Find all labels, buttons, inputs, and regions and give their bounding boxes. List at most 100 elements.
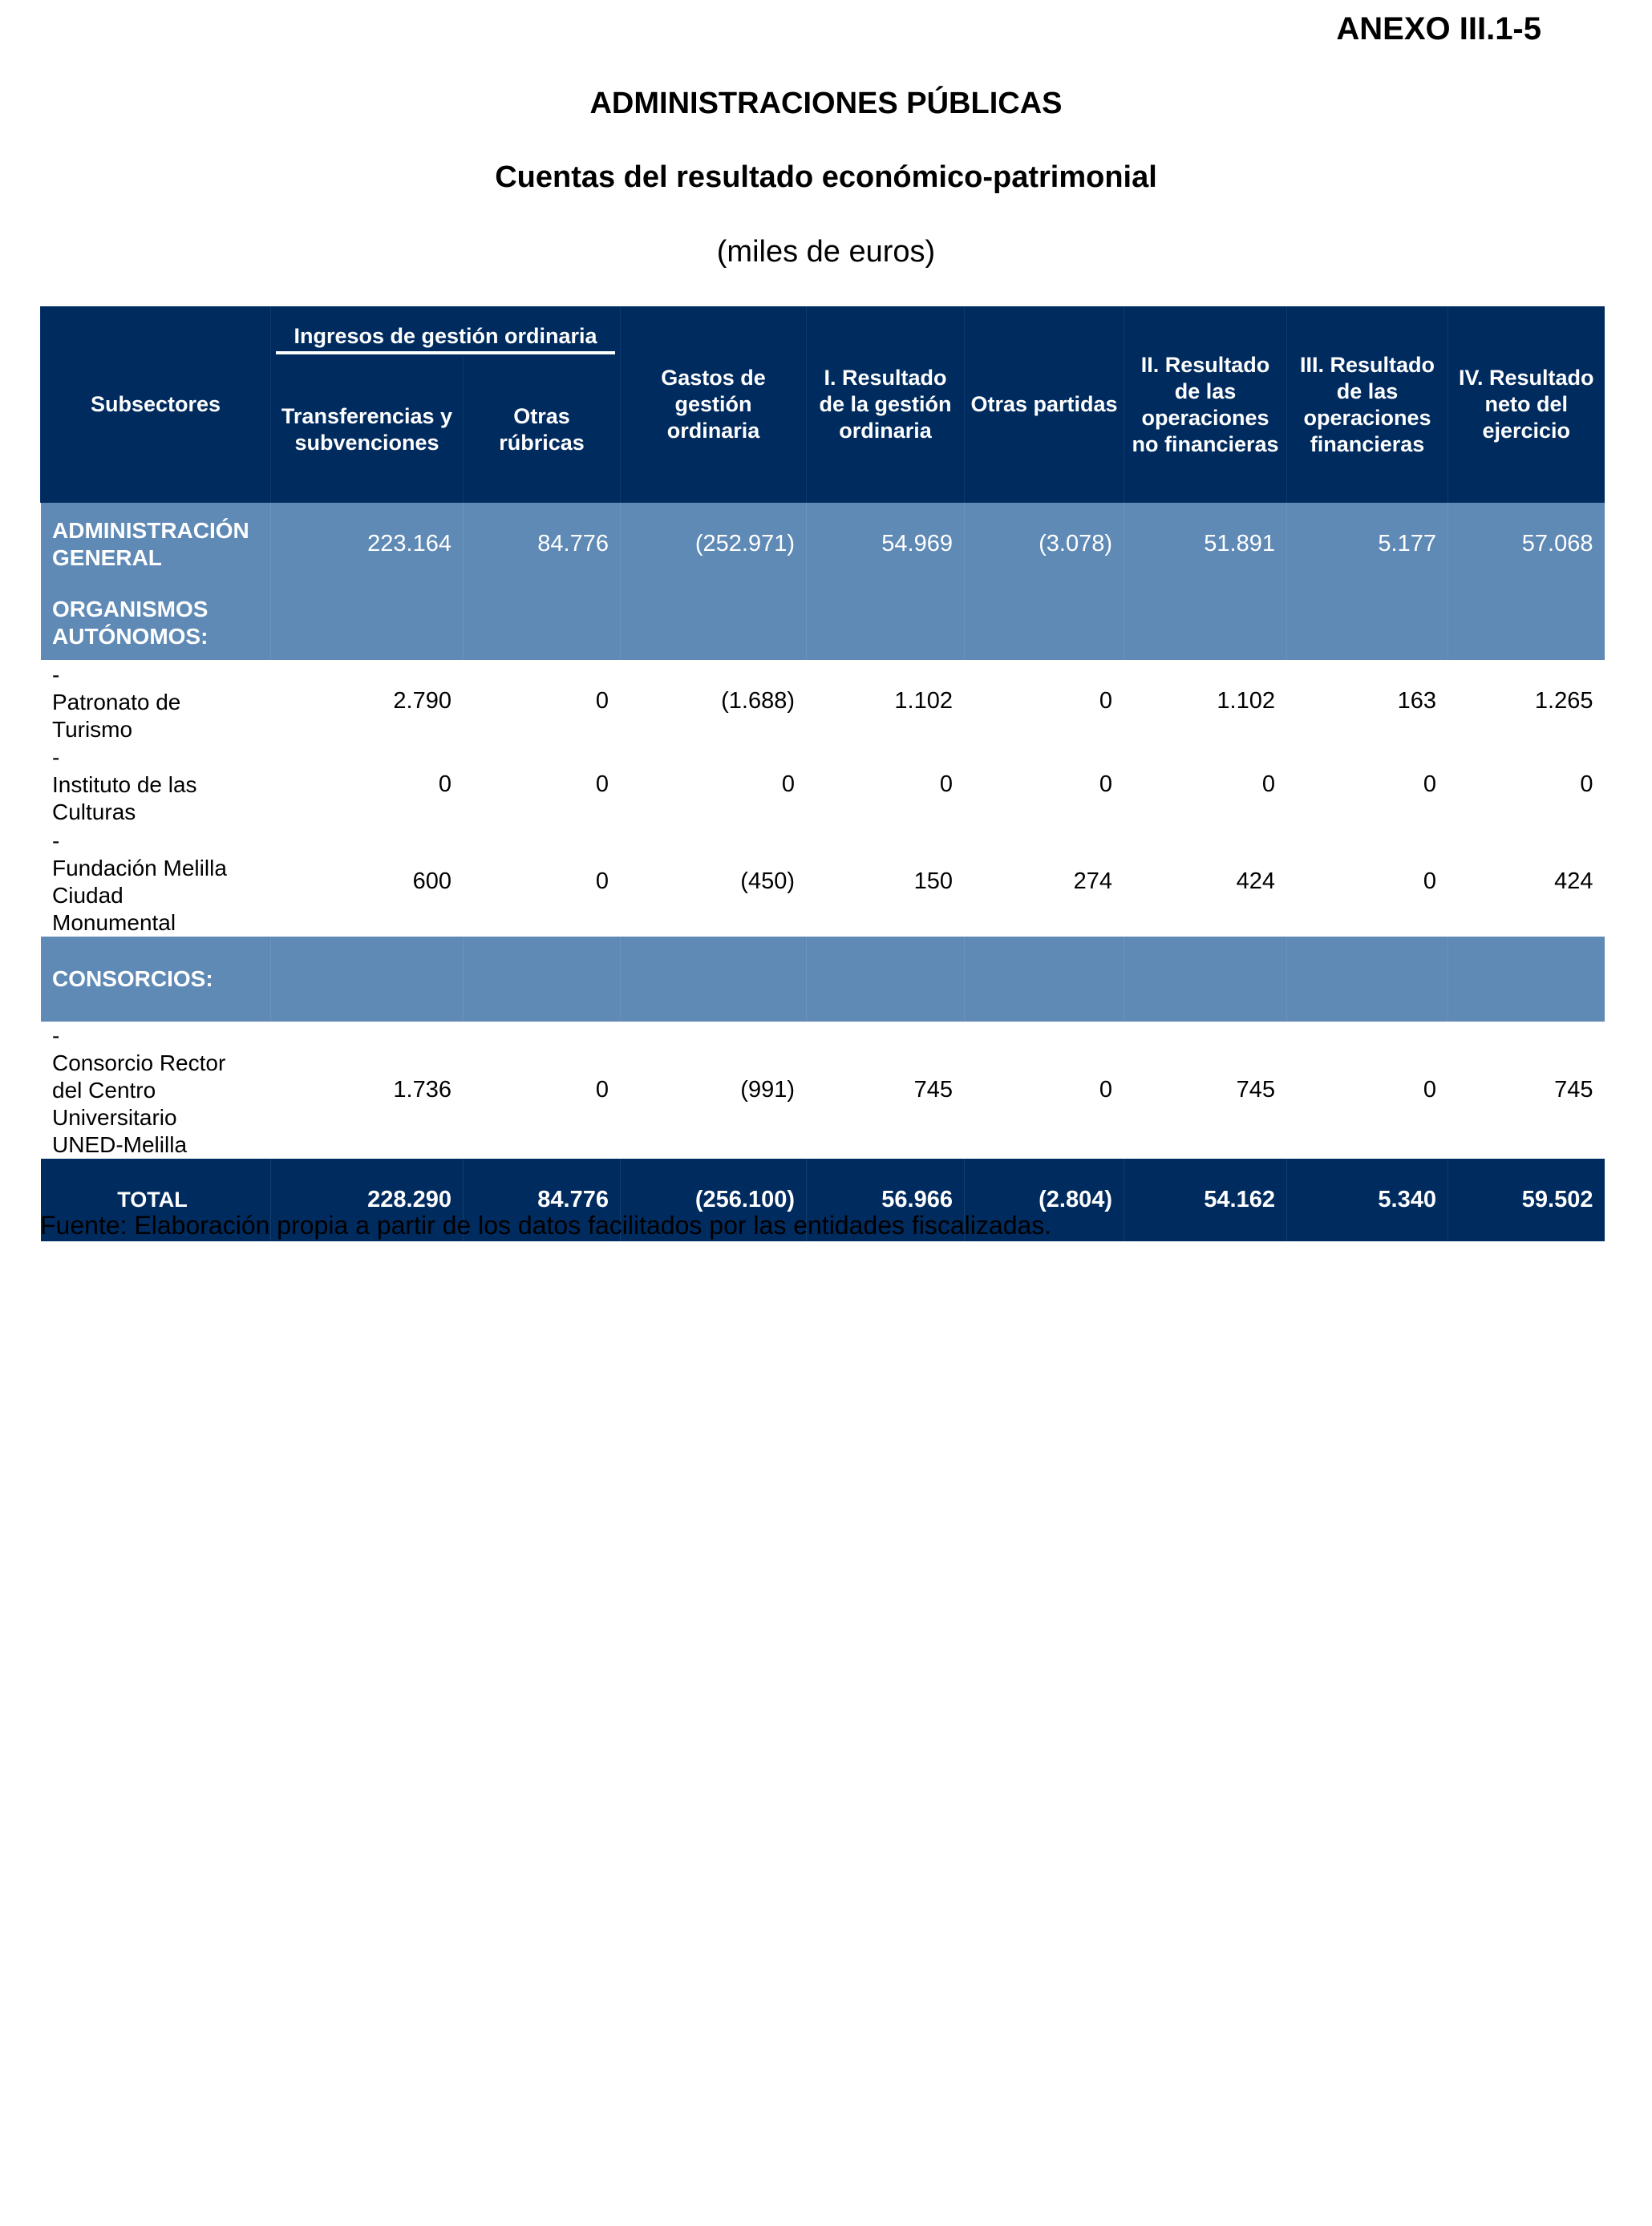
section-row: ORGANISMOS AUTÓNOMOS: — [40, 585, 1605, 660]
table-cell — [463, 585, 621, 660]
table-row: -Instituto de las Culturas 0 0 0 0 0 0 0 0 — [40, 743, 1605, 827]
page-subtitle: Cuentas del resultado económico-patrimon… — [495, 160, 1157, 194]
table-row: -Fundación Melilla Ciudad Monumental 600 0… — [40, 826, 1605, 937]
header-gastos: Gastos de gestión ordinaria — [620, 306, 807, 503]
table-cell — [270, 936, 464, 1022]
results-table: Subsectores Ingresos de gestión ordinari… — [40, 306, 1605, 1242]
row-label: ORGANISMOS AUTÓNOMOS: — [40, 585, 271, 660]
table-cell — [1286, 585, 1448, 660]
table-cell — [806, 936, 965, 1022]
table-cell: 1.265 — [1448, 660, 1605, 743]
table-cell: 424 — [1124, 826, 1287, 937]
table-cell — [270, 585, 464, 660]
table-cell: 2.790 — [270, 660, 464, 743]
total-label: TOTAL — [40, 1159, 271, 1242]
row-dash: - — [52, 745, 60, 771]
table-cell — [806, 585, 965, 660]
table-cell — [1124, 936, 1287, 1022]
row-label-text: Fundación Melilla Ciudad Monumental — [52, 855, 227, 935]
table-cell: 1.102 — [1124, 660, 1287, 743]
table-cell: 745 — [1448, 1021, 1605, 1160]
table-cell: 745 — [1124, 1021, 1287, 1160]
row-label: -Consorcio Rector del Centro Universitar… — [40, 1021, 271, 1160]
table-cell: 51.891 — [1124, 503, 1287, 585]
table-cell: 163 — [1286, 660, 1448, 743]
total-cell: 54.162 — [1124, 1159, 1287, 1242]
row-label-text: Instituto de las Culturas — [52, 772, 197, 825]
table-cell: 5.177 — [1286, 503, 1448, 585]
header-subsectores: Subsectores — [40, 306, 271, 503]
table-cell — [620, 936, 807, 1022]
table-cell: 150 — [806, 826, 965, 937]
table-cell: 0 — [463, 660, 621, 743]
table-cell: 0 — [463, 743, 621, 827]
table-cell: 0 — [806, 743, 965, 827]
table-cell: 54.969 — [806, 503, 965, 585]
table-cell: 57.068 — [1448, 503, 1605, 585]
table-cell: (3.078) — [964, 503, 1124, 585]
total-row: TOTAL 228.290 84.776 (256.100) 56.966 (2.804)… — [40, 1159, 1605, 1242]
table-cell — [1124, 585, 1287, 660]
footnote: Fuente: Elaboración propia a partir de l… — [40, 1211, 1052, 1240]
table-cell: 0 — [1286, 743, 1448, 827]
total-cell: 59.502 — [1448, 1159, 1605, 1242]
table-cell: 1.102 — [806, 660, 965, 743]
section-row: CONSORCIOS: — [40, 936, 1605, 1022]
row-dash: - — [52, 1023, 60, 1049]
table-cell: 274 — [964, 826, 1124, 937]
table-cell — [1448, 585, 1605, 660]
table-row: ADMINISTRACIÓN GENERAL 223.164 84.776 (252.… — [40, 503, 1605, 585]
table-cell: (450) — [620, 826, 807, 937]
row-label: CONSORCIOS: — [40, 936, 271, 1022]
table-row: -Consorcio Rector del Centro Universitar… — [40, 1021, 1605, 1160]
table-cell: 0 — [620, 743, 807, 827]
header-transferencias: Transferencias y subvenciones — [270, 356, 464, 503]
total-cell: (256.100) — [620, 1159, 807, 1242]
header-otras-rubricas: Otras rúbricas — [463, 356, 621, 503]
table-cell: 1.736 — [270, 1021, 464, 1160]
row-label: -Instituto de las Culturas — [40, 743, 271, 827]
table-cell: 0 — [1286, 826, 1448, 937]
page-title: ADMINISTRACIONES PÚBLICAS — [589, 87, 1063, 120]
table-cell: 0 — [964, 1021, 1124, 1160]
table-cell: 0 — [1448, 743, 1605, 827]
units-label: (miles de euros) — [716, 235, 936, 269]
total-cell: 228.290 — [270, 1159, 464, 1242]
table-cell: 0 — [1124, 743, 1287, 827]
table-cell: 424 — [1448, 826, 1605, 937]
header-ingresos-group: Ingresos de gestión ordinaria — [270, 306, 621, 356]
table-cell — [1448, 936, 1605, 1022]
table-cell: 600 — [270, 826, 464, 937]
table-cell: 0 — [463, 1021, 621, 1160]
total-cell: 56.966 — [806, 1159, 965, 1242]
table-cell: (1.688) — [620, 660, 807, 743]
table-cell: 0 — [1286, 1021, 1448, 1160]
table-cell: 84.776 — [463, 503, 621, 585]
header-res-neto: IV. Resultado neto del ejercicio — [1448, 306, 1605, 503]
table-cell: 0 — [270, 743, 464, 827]
table-cell: 223.164 — [270, 503, 464, 585]
annex-label: ANEXO III.1-5 — [1336, 11, 1541, 47]
row-dash: - — [52, 662, 60, 687]
table-cell — [463, 936, 621, 1022]
total-cell: 84.776 — [463, 1159, 621, 1242]
table-cell: 0 — [463, 826, 621, 937]
table-cell — [1286, 936, 1448, 1022]
row-label-text: Consorcio Rector del Centro Universitari… — [52, 1050, 226, 1158]
table-cell: (252.971) — [620, 503, 807, 585]
row-label: -Fundación Melilla Ciudad Monumental — [40, 826, 271, 937]
row-dash: - — [52, 828, 60, 853]
row-label-text: Patronato de Turismo — [52, 689, 181, 742]
table-cell — [620, 585, 807, 660]
header-res-no-fin: II. Resultado de las operaciones no fina… — [1124, 306, 1287, 503]
table-cell — [964, 585, 1124, 660]
row-label: -Patronato de Turismo — [40, 660, 271, 743]
header-res-fin: III. Resultado de las operaciones financ… — [1286, 306, 1448, 503]
table-cell: 745 — [806, 1021, 965, 1160]
row-label: ADMINISTRACIÓN GENERAL — [40, 503, 271, 585]
table-row: -Patronato de Turismo 2.790 0 (1.688) 1.102 0… — [40, 660, 1605, 743]
total-cell: 5.340 — [1286, 1159, 1448, 1242]
header-res-gestion: I. Resultado de la gestión ordinaria — [806, 306, 965, 503]
header-otras-partidas: Otras partidas — [964, 306, 1124, 503]
table-cell: 0 — [964, 743, 1124, 827]
